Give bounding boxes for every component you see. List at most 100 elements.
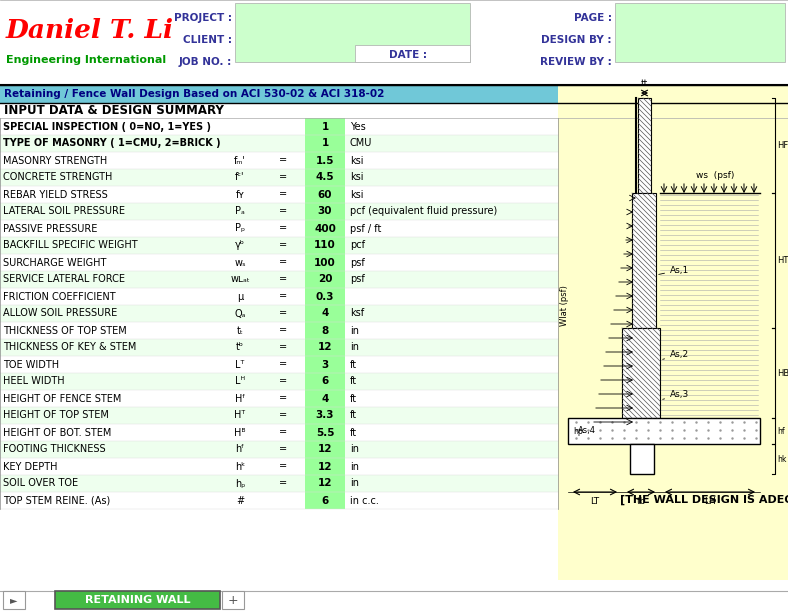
- Text: KEY DEPTH: KEY DEPTH: [3, 461, 58, 472]
- Text: BACKFILL SPECIFIC WEIGHT: BACKFILL SPECIFIC WEIGHT: [3, 241, 138, 251]
- Text: Qₐ: Qₐ: [234, 309, 246, 318]
- Text: ft: ft: [350, 411, 357, 420]
- Text: Hᶠ: Hᶠ: [235, 393, 245, 403]
- Text: in: in: [350, 461, 359, 472]
- Bar: [0, 591, 788, 611]
- Text: ►: ►: [10, 595, 18, 605]
- Text: RETAINING WALL: RETAINING WALL: [85, 595, 190, 605]
- Text: 1.5: 1.5: [316, 156, 334, 166]
- Text: SOIL OVER TOE: SOIL OVER TOE: [3, 478, 78, 489]
- Text: =: =: [279, 156, 287, 166]
- Bar: [305, 135, 345, 152]
- Text: 4: 4: [322, 309, 329, 318]
- Bar: [305, 203, 345, 220]
- Bar: [55, 591, 220, 609]
- Text: =: =: [279, 461, 287, 472]
- Bar: [0, 237, 558, 254]
- Bar: [0, 475, 558, 492]
- Bar: [305, 305, 345, 322]
- Bar: [0, 135, 558, 152]
- Bar: [630, 444, 654, 474]
- Text: 60: 60: [318, 189, 333, 200]
- Text: pcf (equivalent fluid pressure): pcf (equivalent fluid pressure): [350, 207, 497, 216]
- Bar: [0, 458, 558, 475]
- Text: fᶜ': fᶜ': [236, 172, 245, 183]
- Text: =: =: [279, 241, 287, 251]
- Bar: [305, 271, 345, 288]
- Text: fₘ': fₘ': [234, 156, 246, 166]
- Bar: [235, 3, 470, 62]
- Text: tt: tt: [641, 79, 648, 89]
- Text: Pₐ: Pₐ: [235, 207, 245, 216]
- Text: Retaining / Fence Wall Design Based on ACI 530-02 & ACI 318-02: Retaining / Fence Wall Design Based on A…: [4, 89, 385, 99]
- Text: MASONRY STRENGTH: MASONRY STRENGTH: [3, 156, 107, 166]
- Bar: [305, 322, 345, 339]
- Bar: [305, 220, 345, 237]
- Text: HB: HB: [777, 368, 788, 378]
- Text: INPUT DATA & DESIGN SUMMARY: INPUT DATA & DESIGN SUMMARY: [4, 103, 224, 117]
- Text: =: =: [279, 257, 287, 268]
- Text: psf: psf: [350, 257, 365, 268]
- Text: tₜ: tₜ: [236, 326, 243, 335]
- Text: =: =: [279, 428, 287, 437]
- Bar: [0, 492, 558, 509]
- Text: CLIENT :: CLIENT :: [183, 35, 232, 45]
- Bar: [305, 458, 345, 475]
- Text: Lᵀ: Lᵀ: [236, 359, 244, 370]
- Text: 12: 12: [318, 461, 333, 472]
- Text: 6: 6: [322, 376, 329, 387]
- Text: ksi: ksi: [350, 156, 363, 166]
- Bar: [0, 0, 788, 85]
- Text: Lᴴ: Lᴴ: [235, 376, 245, 387]
- Bar: [0, 254, 558, 271]
- Text: 3: 3: [322, 359, 329, 370]
- Bar: [305, 407, 345, 424]
- Bar: [0, 591, 788, 611]
- Text: DESIGN BY :: DESIGN BY :: [541, 35, 612, 45]
- Text: =: =: [279, 343, 287, 353]
- Text: ksi: ksi: [350, 189, 363, 200]
- Text: =: =: [279, 444, 287, 455]
- Text: =: =: [279, 172, 287, 183]
- Text: As,2: As,2: [663, 351, 690, 359]
- Bar: [0, 186, 558, 203]
- Text: Hᴮ: Hᴮ: [234, 428, 246, 437]
- Text: psf: psf: [350, 274, 365, 285]
- Bar: [632, 193, 656, 328]
- Bar: [305, 186, 345, 203]
- Bar: [305, 373, 345, 390]
- Bar: [0, 85, 558, 103]
- Text: Yes: Yes: [350, 122, 366, 131]
- Text: SPECIAL INSPECTION ( 0=NO, 1=YES ): SPECIAL INSPECTION ( 0=NO, 1=YES ): [3, 122, 211, 131]
- Text: 1: 1: [322, 139, 329, 148]
- Text: ft: ft: [350, 393, 357, 403]
- Bar: [0, 356, 558, 373]
- Text: As,3: As,3: [663, 390, 690, 400]
- Text: 4.5: 4.5: [316, 172, 334, 183]
- Bar: [622, 328, 660, 418]
- Bar: [0, 203, 558, 220]
- Text: TOP STEM REINE. (As): TOP STEM REINE. (As): [3, 496, 110, 505]
- Bar: [305, 152, 345, 169]
- Text: in: in: [350, 343, 359, 353]
- Text: 12: 12: [318, 478, 333, 489]
- Bar: [0, 103, 558, 118]
- Text: tᵇ: tᵇ: [236, 343, 244, 353]
- Text: CMU: CMU: [350, 139, 373, 148]
- Text: μ: μ: [237, 291, 243, 301]
- Text: ws  (psf): ws (psf): [696, 170, 734, 180]
- Text: in c.c.: in c.c.: [350, 496, 379, 505]
- Text: 4: 4: [322, 393, 329, 403]
- Bar: [0, 424, 558, 441]
- Text: Engineering International: Engineering International: [6, 55, 166, 65]
- Text: pcf: pcf: [350, 241, 365, 251]
- Text: 5.5: 5.5: [316, 428, 334, 437]
- Text: #: #: [236, 496, 244, 505]
- Text: psf / ft: psf / ft: [350, 224, 381, 233]
- Bar: [0, 322, 558, 339]
- Text: =: =: [279, 393, 287, 403]
- Text: LATERAL SOIL PRESSURE: LATERAL SOIL PRESSURE: [3, 207, 125, 216]
- Bar: [0, 305, 558, 322]
- Text: ALLOW SOIL PRESSURE: ALLOW SOIL PRESSURE: [3, 309, 117, 318]
- Text: 12: 12: [318, 444, 333, 455]
